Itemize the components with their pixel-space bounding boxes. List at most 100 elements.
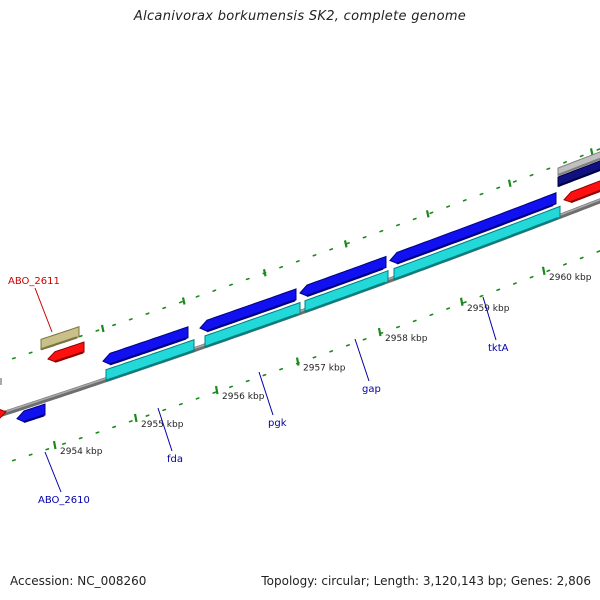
lower-tick-row-dot — [479, 294, 484, 298]
upper-major-tick — [100, 324, 105, 333]
cds-tktA-shadow — [396, 203, 554, 265]
lower-tick-row-dot — [596, 250, 600, 253]
feature-gap-row2-shadow — [304, 281, 386, 313]
lower-tick-row-dot — [162, 408, 167, 412]
lower-tick-row-dot — [429, 313, 434, 317]
cds-gap-shadow — [306, 267, 384, 298]
lower-tick-row-dot — [345, 344, 350, 347]
lower-tick-row-dot — [229, 385, 233, 389]
feature-tktA-row2-shadow — [393, 217, 559, 281]
upper-tick-row-dot — [162, 306, 167, 310]
tick-label: 2958 kbp — [385, 334, 428, 344]
upper-tick-row-dot — [78, 334, 83, 338]
upper-tick-row-dot — [596, 148, 600, 151]
upper-tick-row-dot — [145, 312, 150, 315]
upper-tick-row-dot — [546, 167, 551, 171]
lower-tick-row-dot — [262, 373, 267, 377]
lower-tick-row-dot — [546, 269, 551, 273]
gene-label-ABO_2611[interactable]: ABO_2611 — [8, 276, 60, 287]
upper-tick-row-dot — [128, 318, 133, 321]
gene-label-ABO_2610[interactable]: ABO_2610 — [38, 495, 90, 506]
gene-label-gap[interactable]: gap — [362, 384, 381, 395]
lower-tick-row-dot — [412, 319, 417, 323]
upper-major-tick — [507, 179, 512, 187]
lower-tick-row-dot — [78, 436, 83, 440]
gene-leader-line — [34, 287, 53, 333]
lower-tick-row-dot — [579, 256, 584, 260]
major-tick — [52, 440, 57, 450]
genome-stats-label: Topology: circular; Length: 3,120,143 bp… — [261, 574, 591, 588]
lower-tick-row-dot — [462, 301, 467, 304]
lower-tick-row-dot — [279, 367, 284, 371]
lower-tick-row-dot — [529, 275, 534, 279]
upper-tick-row-dot — [412, 217, 417, 221]
lower-tick-row-dot — [178, 403, 183, 406]
gene-leader-line — [258, 371, 274, 416]
upper-tick-row-dot — [279, 265, 284, 269]
lower-tick-row-dot — [95, 431, 100, 434]
upper-tick-row-dot — [245, 277, 250, 281]
tick-label: 2960 kbp — [549, 273, 592, 283]
upper-tick-row-dot — [446, 205, 451, 208]
tick-label: 2955 kbp — [141, 420, 184, 430]
upper-tick-row-dot — [212, 289, 217, 292]
gene-label-fda[interactable]: fda — [167, 454, 183, 465]
lower-tick-row-dot — [362, 338, 367, 341]
lower-tick-row-dot — [195, 397, 200, 400]
gene-label-tktA[interactable]: tktA — [488, 343, 509, 354]
major-tick — [541, 266, 546, 276]
tick-label: 2959 kbp — [467, 304, 510, 314]
cds-pgk-shadow — [206, 299, 296, 333]
upper-major-tick — [589, 148, 594, 156]
upper-tick-row-dot — [195, 295, 200, 298]
upper-tick-row-dot — [229, 283, 233, 287]
lower-tick-row-dot — [45, 448, 50, 451]
major-tick — [377, 327, 382, 337]
gene-leader-line — [482, 296, 497, 341]
gene-leader-line — [157, 407, 173, 452]
major-tick — [459, 297, 464, 306]
upper-tick-row-dot — [512, 180, 517, 183]
upper-tick-row-dot — [379, 229, 384, 233]
upper-tick-row-dot — [429, 211, 434, 215]
cds-ABO_2610-shadow — [23, 414, 45, 423]
major-tick — [295, 357, 300, 366]
lower-tick-row-dot — [11, 459, 16, 462]
upper-tick-row-dot — [28, 351, 33, 354]
feature-left-edge-gray — [0, 378, 2, 385]
feature-tktA-row2[interactable] — [393, 205, 561, 281]
upper-tick-row-dot — [345, 242, 350, 245]
upper-tick-row-dot — [479, 192, 484, 196]
tick-label: 2954 kbp — [60, 447, 103, 457]
upper-tick-row-dot — [579, 154, 584, 158]
gene-leader-line — [354, 338, 370, 382]
major-tick — [214, 385, 219, 395]
upper-tick-row-dot — [295, 260, 300, 263]
upper-tick-row-dot — [95, 329, 100, 332]
lower-tick-row-dot — [61, 442, 66, 445]
upper-tick-row-dot — [496, 186, 501, 190]
lower-tick-row-dot — [446, 307, 451, 310]
upper-tick-row-dot — [362, 236, 367, 239]
upper-major-tick — [425, 210, 430, 218]
lower-tick-row-dot — [329, 350, 334, 353]
map-title: Alcanivorax borkumensis SK2, complete ge… — [133, 9, 467, 24]
lower-tick-row-dot — [28, 453, 33, 456]
upper-tick-row-dot — [562, 161, 568, 164]
feature-fda-row2-shadow — [105, 349, 195, 382]
upper-tick-row-dot — [329, 248, 334, 251]
cds-top-right-red-shadow — [570, 189, 600, 204]
lower-tick-row-dot — [512, 282, 517, 285]
cds-left-edge-red[interactable] — [0, 408, 7, 421]
gene-label-pgk[interactable]: pgk — [268, 418, 287, 429]
upper-tick-row-dot — [112, 323, 117, 327]
major-tick — [133, 413, 138, 423]
lower-tick-row-dot — [562, 263, 568, 266]
upper-tick-row-dot — [529, 173, 534, 177]
cds-top-right-navy-shadow — [557, 168, 600, 188]
lower-tick-row-dot — [145, 414, 150, 417]
cds-ABO_2611-shadow — [54, 351, 84, 363]
upper-major-tick — [262, 269, 267, 277]
upper-major-tick — [181, 297, 186, 305]
